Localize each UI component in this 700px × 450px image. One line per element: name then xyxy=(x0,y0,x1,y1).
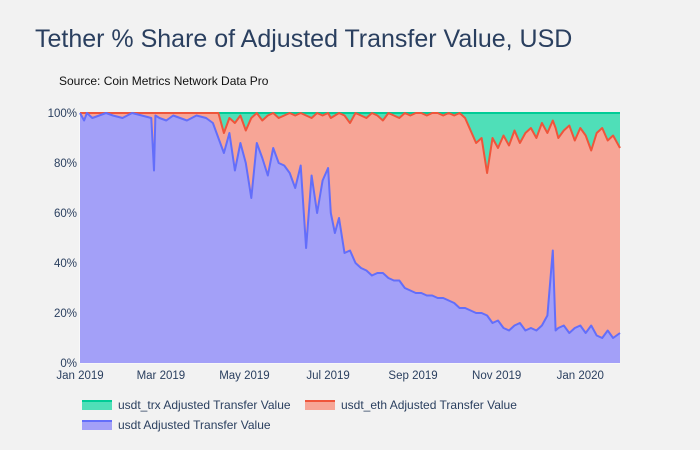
area-series-2 xyxy=(80,113,620,363)
legend-swatch-usdt-trx xyxy=(82,400,112,410)
x-tick-label: May 2019 xyxy=(219,370,270,382)
legend-label-usdt-eth: usdt_eth Adjusted Transfer Value xyxy=(341,398,517,412)
legend-label-usdt-trx: usdt_trx Adjusted Transfer Value xyxy=(118,398,291,412)
x-tick-label: Nov 2019 xyxy=(472,370,521,382)
x-tick-label: Jul 2019 xyxy=(306,370,349,382)
x-tick-label: Jan 2020 xyxy=(557,370,604,382)
chart-subtitle: Source: Coin Metrics Network Data Pro xyxy=(59,74,269,88)
y-tick-label: 0% xyxy=(60,358,77,370)
legend-label-usdt: usdt Adjusted Transfer Value xyxy=(118,418,271,432)
line-series-2 xyxy=(79,112,621,339)
legend-swatch-usdt-eth xyxy=(305,400,335,410)
area-layer xyxy=(80,113,620,363)
y-tick-label: 60% xyxy=(54,208,77,220)
y-tick-label: 80% xyxy=(54,158,77,170)
y-tick-label: 20% xyxy=(54,308,77,320)
x-tick-label: Sep 2019 xyxy=(388,370,437,382)
tick-labels: 0% 20% 40% 60% 80% 100% Jan 2019 Mar 2019 May 20… xyxy=(48,108,604,382)
legend-swatch-usdt xyxy=(82,420,112,430)
y-tick-label: 100% xyxy=(48,108,77,120)
line-series-1 xyxy=(80,112,621,174)
chart-title: Tether % Share of Adjusted Transfer Valu… xyxy=(35,25,573,53)
x-tick-label: Jan 2019 xyxy=(56,370,103,382)
legend-item-usdt-trx[interactable]: usdt_trx Adjusted Transfer Value xyxy=(82,398,291,412)
y-tick-label: 40% xyxy=(54,258,77,270)
legend-item-usdt[interactable]: usdt Adjusted Transfer Value xyxy=(82,418,271,432)
line-layer xyxy=(79,112,621,339)
x-tick-label: Mar 2019 xyxy=(137,370,186,382)
legend-item-usdt-eth[interactable]: usdt_eth Adjusted Transfer Value xyxy=(305,398,517,412)
